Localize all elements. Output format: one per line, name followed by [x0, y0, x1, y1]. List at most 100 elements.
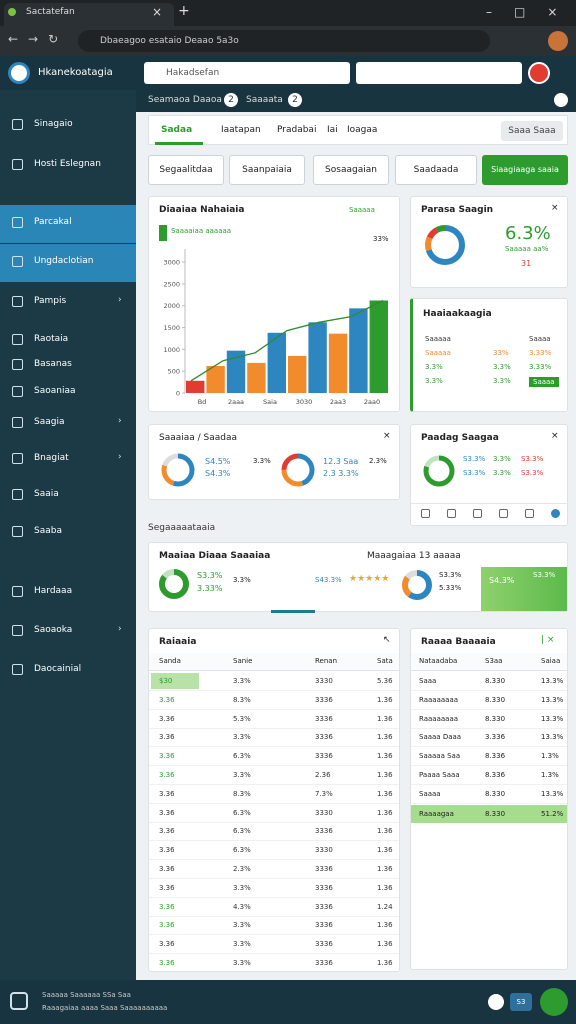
cell: 6.3% [233, 808, 251, 817]
column-header: S3aa [485, 657, 503, 665]
bar-chart: 0 500 1000 1500 2000 2500 3000 Bd 2aaa Saia 3030 2a… [163, 249, 388, 406]
nav-label[interactable]: Pampis [34, 296, 67, 306]
cell: 6.3% [233, 752, 251, 761]
card-title: Raaaa Baaaaia [421, 637, 496, 647]
nav-label[interactable]: Parcakal [34, 217, 72, 227]
bar [349, 308, 368, 393]
nav-label[interactable]: Saagia [34, 417, 65, 427]
cell: 8.336 [485, 752, 506, 761]
sort-icon[interactable]: ↖ [383, 635, 391, 645]
new-tab[interactable]: + [178, 3, 190, 19]
filter-button[interactable]: Saanpaiaia [229, 155, 305, 185]
donut [159, 569, 189, 599]
stat: S3.3% [197, 571, 223, 580]
logo [8, 62, 30, 84]
cell: 1.24 [377, 902, 393, 911]
cell: 51.2% [541, 809, 564, 818]
icon-button[interactable] [499, 509, 508, 518]
nav-icon [12, 296, 23, 307]
row-divider [149, 727, 399, 729]
row-divider [411, 690, 567, 691]
footer: Saaaaa Saaaaaa SSa Saa Raaagaiaa aaaa Saa… [0, 980, 576, 1024]
filter-button[interactable]: Sosaagaian [313, 155, 389, 185]
cell: 8.330 [485, 677, 506, 685]
nav-label[interactable]: Hosti Eslegnan [34, 159, 101, 169]
icon-button[interactable] [525, 509, 534, 518]
filter-button[interactable]: Segaalitdaa [148, 155, 224, 185]
footer-button[interactable] [488, 994, 504, 1010]
tab [4, 3, 174, 26]
cell: 3.36 [159, 902, 175, 911]
nav-label[interactable]: Saoaniaa [34, 386, 76, 396]
cell: 8.330 [485, 714, 506, 723]
cell: 3.33% [529, 349, 552, 357]
nav-label[interactable]: Basanas [34, 359, 72, 369]
nav-label[interactable]: Ungdaclotian [34, 256, 94, 266]
wide-card: Maaiaa Diaaa Saaaiaa Maaagaiaa 13 aaaaa S3… [148, 542, 568, 613]
cell: 3.3% [233, 733, 251, 742]
nav-label[interactable]: Saoaoka [34, 625, 73, 635]
cell-highlight [151, 673, 199, 689]
icon-button[interactable] [551, 509, 560, 518]
cell: 1.36 [377, 771, 393, 779]
icon-button[interactable] [421, 509, 430, 518]
stat: 3.33% [197, 584, 223, 593]
tab[interactable]: Iaatapan [221, 125, 261, 135]
row-divider [149, 840, 399, 842]
nav-label[interactable]: Sinagaio [34, 119, 73, 129]
nav-label[interactable]: Hardaaa [34, 586, 73, 596]
footer-badge: S3 [510, 993, 532, 1011]
nav-label[interactable]: Saaba [34, 526, 62, 536]
tab[interactable]: Pradabai [277, 125, 317, 135]
cell: 8.330 [485, 695, 506, 704]
topbar-left: Seamaoa Daaoa [148, 95, 222, 105]
filter-button[interactable]: Saadaada [395, 155, 477, 185]
header-row [411, 653, 567, 671]
primary-button[interactable]: Siaagiaaga saaia [482, 155, 568, 185]
settings-icon[interactable] [554, 93, 568, 107]
nav-arrow: › [118, 295, 122, 305]
cell: Raaaagaa [419, 809, 454, 818]
row-divider [411, 802, 567, 804]
app-name: Hkanekoatagia [38, 67, 113, 78]
close[interactable]: × [551, 431, 559, 441]
donut-segment [281, 453, 315, 487]
tab-button[interactable]: Saaa Saaa [501, 121, 563, 141]
cell: 1.36 [377, 714, 393, 723]
x-tick-label: 3030 [296, 398, 313, 406]
nav-label[interactable]: Saaia [34, 489, 59, 499]
tab[interactable]: Sadaa [161, 125, 193, 135]
cell: 1.36 [377, 808, 393, 817]
icon-button[interactable] [447, 509, 456, 518]
x-tick-label: 2aa3 [330, 398, 346, 406]
cell: 3.36 [159, 846, 175, 855]
nav-label[interactable]: Bnagiat [34, 453, 69, 463]
icon-button[interactable] [473, 509, 482, 518]
tab-close[interactable]: × [152, 5, 163, 19]
sub-value: Saaaaa aa% [505, 245, 549, 253]
cell: 3.3% [233, 921, 251, 930]
nav-icon [12, 386, 23, 397]
close[interactable]: × [383, 431, 391, 441]
close[interactable]: × [551, 203, 559, 213]
search-box-2[interactable] [356, 62, 522, 84]
donut [423, 455, 455, 487]
stat: 12.3 Saa [323, 457, 359, 466]
cell: 3.3% [233, 771, 251, 779]
tab[interactable]: Iai [327, 125, 338, 135]
nav-label[interactable]: Daocainial [34, 664, 82, 674]
cell: 6.3% [233, 846, 251, 855]
nav-icon [12, 526, 23, 537]
side-table-card: Raaaa Baaaaia | × Nataadaba S3aa Saiaa Saaa 8.… [410, 628, 568, 970]
nav-label[interactable]: Raotaia [34, 334, 69, 344]
actions[interactable]: | × [541, 635, 555, 645]
cell: 3.36 [159, 921, 175, 930]
cell: 33% [493, 349, 509, 357]
chat-button[interactable] [540, 988, 568, 1016]
search-box[interactable] [144, 62, 350, 84]
url: Dbaeagoo esataio Deaao 5a3o [100, 36, 239, 46]
cell: 1.36 [377, 940, 393, 949]
cell: 13.3% [541, 695, 564, 704]
tab[interactable]: Ioagaa [347, 125, 378, 135]
cell: 3.3% [233, 883, 251, 892]
